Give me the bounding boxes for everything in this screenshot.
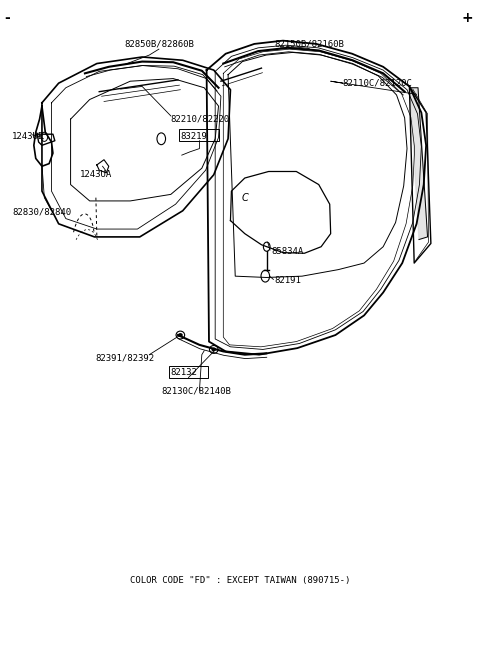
Text: 1243UE: 1243UE — [12, 132, 44, 141]
Polygon shape — [410, 88, 428, 240]
Bar — [169, 366, 207, 378]
Text: +: + — [462, 11, 474, 25]
Text: C: C — [241, 193, 248, 202]
Text: 85834A: 85834A — [271, 248, 303, 256]
Text: 82850B/82860B: 82850B/82860B — [124, 39, 194, 49]
Text: COLOR CODE "FD" : EXCEPT TAIWAN (890715-): COLOR CODE "FD" : EXCEPT TAIWAN (890715-… — [130, 576, 350, 585]
Text: 82830/82840: 82830/82840 — [12, 208, 71, 217]
Text: 1243UA: 1243UA — [80, 170, 112, 179]
Ellipse shape — [178, 333, 183, 337]
Text: 82150B/82160B: 82150B/82160B — [274, 39, 344, 49]
Text: 82110C/82120C: 82110C/82120C — [343, 79, 412, 87]
Text: 82130C/82140B: 82130C/82140B — [161, 386, 231, 395]
Ellipse shape — [211, 348, 216, 351]
Text: 82132: 82132 — [171, 369, 198, 378]
Bar — [179, 129, 219, 141]
Text: -: - — [4, 11, 10, 25]
Text: 83219: 83219 — [180, 132, 207, 141]
Text: 82191: 82191 — [275, 276, 301, 285]
Text: 82210/82220: 82210/82220 — [171, 115, 230, 124]
Text: 82391/82392: 82391/82392 — [96, 353, 155, 363]
